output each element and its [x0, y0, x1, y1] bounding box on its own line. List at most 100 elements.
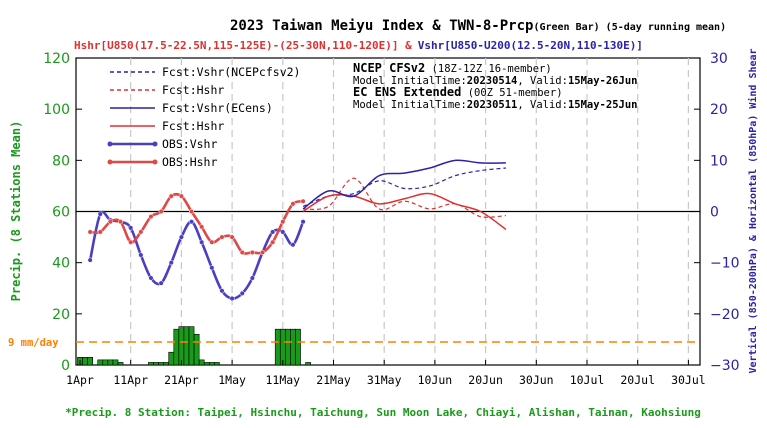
series-obs-hshr-point [168, 193, 174, 199]
legend-label-obs_hshr: OBS:Hshr [162, 155, 217, 169]
precip-bar [178, 326, 185, 366]
precip-bar [117, 362, 124, 366]
info-ec-detail: (00Z 51-member) [461, 87, 562, 99]
series-fcst-hshr-ec [302, 192, 507, 231]
x-tick-label: 20Jun [468, 373, 503, 387]
series-obs-vshr-point [209, 265, 215, 271]
series-obs-hshr-point [97, 229, 103, 235]
info-line-3: EC ENS Extended (00Z 51-member) [353, 85, 563, 99]
chart-title-main: 2023 Taiwan Meiyu Index & TWN-8-Prcp [230, 18, 533, 34]
series-obs-vshr-point [199, 239, 205, 245]
series-obs-hshr-point [107, 219, 113, 225]
info-ec-title: EC ENS Extended [353, 85, 461, 99]
series-obs-vshr-point [290, 242, 296, 248]
series-fcst-vshr-ec [302, 159, 506, 210]
x-tick-label: 1May [218, 373, 246, 387]
legend-marker-obs_vshr [107, 141, 113, 147]
info-line-1: NCEP CFSv2 (18Z-12Z 16-member) [353, 61, 552, 75]
info-ncep-valid: 15May-26Jun [568, 75, 638, 87]
x-tick-label: 11May [265, 373, 300, 387]
series-obs-vshr-point [178, 234, 184, 240]
series-obs-vshr-point [239, 290, 245, 296]
info-ncep-title: NCEP CFSv2 [353, 61, 425, 75]
legend-marker-obs_hshr [152, 159, 158, 165]
x-tick-label: 20Jul [620, 373, 655, 387]
series-obs-vshr-point [229, 295, 235, 302]
precip-bar [305, 362, 311, 366]
model-info-box: NCEP CFSv2 (18Z-12Z 16-member) Model Ini… [353, 61, 638, 111]
x-tick-label: 31May [367, 373, 402, 387]
y-right-tick-label: 30 [710, 51, 728, 67]
precip-bar [107, 359, 114, 366]
series-fcst-hshr-ncep [303, 177, 506, 218]
info-line-4: Model InitialTime:20230511, Valid:15May-… [353, 99, 638, 111]
series-obs-hshr-point [148, 214, 154, 220]
precip-bar [198, 359, 205, 366]
y-left-tick-label: 80 [52, 153, 70, 169]
y-left-tick-label: 40 [52, 256, 70, 272]
series-obs-hshr-point [138, 229, 144, 235]
x-tick-label: 10Jul [570, 373, 605, 387]
series-obs-hshr-point [280, 219, 286, 225]
series-obs-hshr-point [259, 249, 266, 255]
precip-bar [193, 333, 200, 366]
series-obs-hshr-point [219, 234, 225, 240]
chart-title-suffix: (Green Bar) (5-day running mean) [533, 21, 726, 33]
y-left-tick-label: 20 [52, 307, 70, 323]
precip-bar [274, 328, 281, 366]
series-obs-vshr-point [148, 275, 154, 281]
legend-marker-obs_hshr [107, 159, 113, 165]
series-obs-vshr-point [128, 225, 134, 231]
precip-bar [87, 357, 93, 366]
info-ec-valid: 15May-25Jun [568, 99, 638, 111]
precip-bar [163, 362, 170, 366]
y-left-tick-label: 60 [52, 205, 70, 221]
precip-bars [77, 326, 311, 366]
series-obs-hshr-point [290, 201, 296, 207]
series-obs-hshr-point [118, 219, 124, 225]
series-obs-vshr-point [168, 260, 174, 266]
x-tick-label: 30Jul [671, 373, 706, 387]
legend-marker-obs_vshr [152, 141, 158, 147]
precip-bar [158, 362, 164, 366]
legend-label-fcst_vshr_ec: Fcst:Vshr(ECens) [162, 101, 273, 115]
x-tick-label: 11Apr [113, 373, 148, 387]
legend-label-fcst_hshr_ncep: Fcst:Hshr [162, 83, 224, 97]
series-layer [87, 159, 507, 302]
series-obs-vshr-point [188, 219, 195, 225]
series-obs-vshr-point [138, 252, 144, 258]
info-ncep-valid-label: , Valid: [517, 75, 568, 87]
info-ec-init-label: Model InitialTime: [353, 99, 467, 111]
y-right-tick-label: −10 [710, 256, 740, 272]
chart-title: 2023 Taiwan Meiyu Index & TWN-8-Prcp(Gre… [230, 18, 726, 34]
precip-bar [148, 362, 154, 366]
series-obs-vshr-point [87, 257, 93, 263]
series-obs-vshr-point [219, 288, 225, 294]
y-left-tick-label: 120 [43, 51, 70, 67]
legend-label-fcst_vshr_ncep: Fcst:Vshr(NCEPcfsv2) [162, 65, 300, 79]
chart-legend: Fcst:Vshr(NCEPcfsv2) Fcst:Hshr Fcst:Vshr(E… [107, 65, 300, 169]
reference-lines: 9 mm/day [8, 210, 700, 349]
precip-bar [295, 328, 301, 366]
precip-bar [290, 328, 296, 366]
legend-label-fcst_hshr_ec: Fcst:Hshr [162, 119, 224, 133]
series-obs-hshr-point [128, 239, 134, 245]
y-left-tick-label: 0 [61, 358, 70, 374]
y-right-tick-label: −30 [710, 358, 740, 374]
series-obs-hshr-point [300, 198, 306, 204]
info-ncep-detail: (18Z-12Z 16-member) [425, 63, 551, 75]
info-ncep-init-date: 20230514 [467, 75, 518, 87]
axes-layer: 1Apr 11Apr 21Apr 1May 11May 21May 31May 10Jun 20… [43, 51, 739, 387]
x-tick-label: 21Apr [164, 373, 199, 387]
precip-bar [188, 326, 195, 366]
precip-bar [214, 362, 220, 366]
subtitle-hshr: Hshr[U850(17.5-22.5N,115-125E)-(25-30N,1… [74, 39, 412, 52]
x-tick-label: 21May [316, 373, 351, 387]
series-obs-hshr-point [158, 208, 164, 215]
precip-bar [112, 359, 119, 366]
y-right-tick-label: 0 [710, 205, 719, 221]
y-left-tick-label: 100 [43, 102, 70, 118]
info-ec-valid-label: , Valid: [517, 99, 568, 111]
precip-bar [203, 362, 210, 366]
